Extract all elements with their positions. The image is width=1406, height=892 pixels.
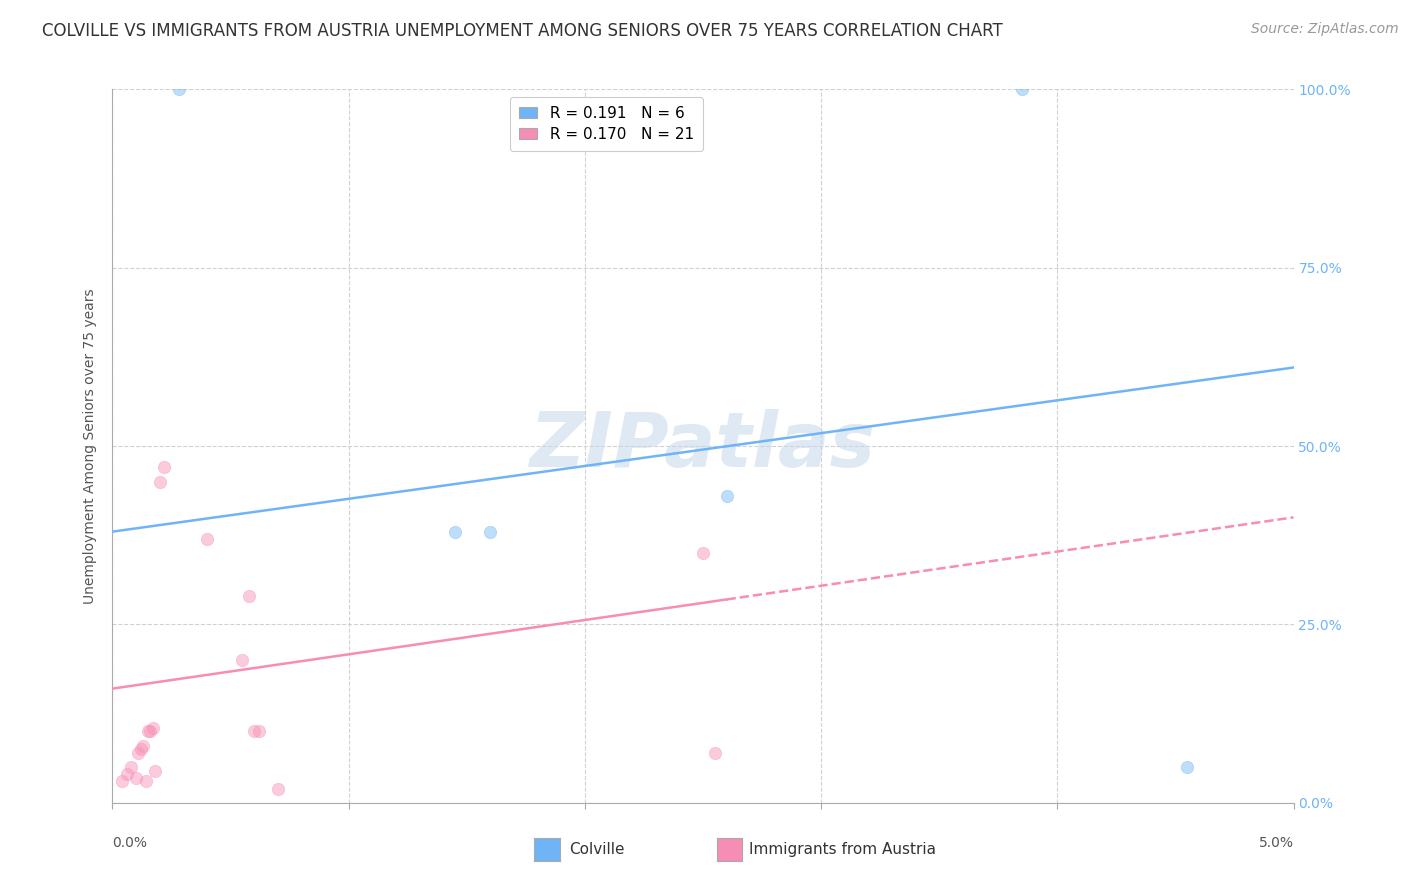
Point	[115, 767, 138, 781]
Point	[132, 739, 155, 753]
Point	[231, 653, 253, 667]
Point	[247, 724, 270, 739]
Text: 0.0%: 0.0%	[112, 836, 148, 850]
Point	[195, 532, 218, 546]
Point	[716, 489, 738, 503]
Point	[703, 746, 725, 760]
Point	[267, 781, 290, 796]
Point	[127, 746, 149, 760]
Point	[153, 460, 176, 475]
Legend:  R = 0.191   N = 6,  R = 0.170   N = 21: R = 0.191 N = 6, R = 0.170 N = 21	[510, 97, 703, 152]
Point	[1175, 760, 1198, 774]
Text: Source: ZipAtlas.com: Source: ZipAtlas.com	[1251, 22, 1399, 37]
Point	[243, 724, 266, 739]
Point	[129, 742, 152, 756]
Point	[444, 524, 467, 539]
Point	[238, 589, 260, 603]
Point	[479, 524, 502, 539]
Point	[111, 774, 134, 789]
Point	[120, 760, 142, 774]
Point	[143, 764, 166, 778]
Point	[142, 721, 165, 735]
Point	[139, 724, 162, 739]
Text: Colville: Colville	[569, 842, 624, 856]
Point	[167, 82, 190, 96]
Point	[135, 774, 157, 789]
Text: ZIPatlas: ZIPatlas	[530, 409, 876, 483]
Text: COLVILLE VS IMMIGRANTS FROM AUSTRIA UNEMPLOYMENT AMONG SENIORS OVER 75 YEARS COR: COLVILLE VS IMMIGRANTS FROM AUSTRIA UNEM…	[42, 22, 1002, 40]
Point	[136, 724, 159, 739]
Point	[149, 475, 172, 489]
Y-axis label: Unemployment Among Seniors over 75 years: Unemployment Among Seniors over 75 years	[83, 288, 97, 604]
Point	[1011, 82, 1033, 96]
Text: Immigrants from Austria: Immigrants from Austria	[749, 842, 936, 856]
Text: 5.0%: 5.0%	[1258, 836, 1294, 850]
Point	[125, 771, 148, 785]
Point	[692, 546, 714, 560]
